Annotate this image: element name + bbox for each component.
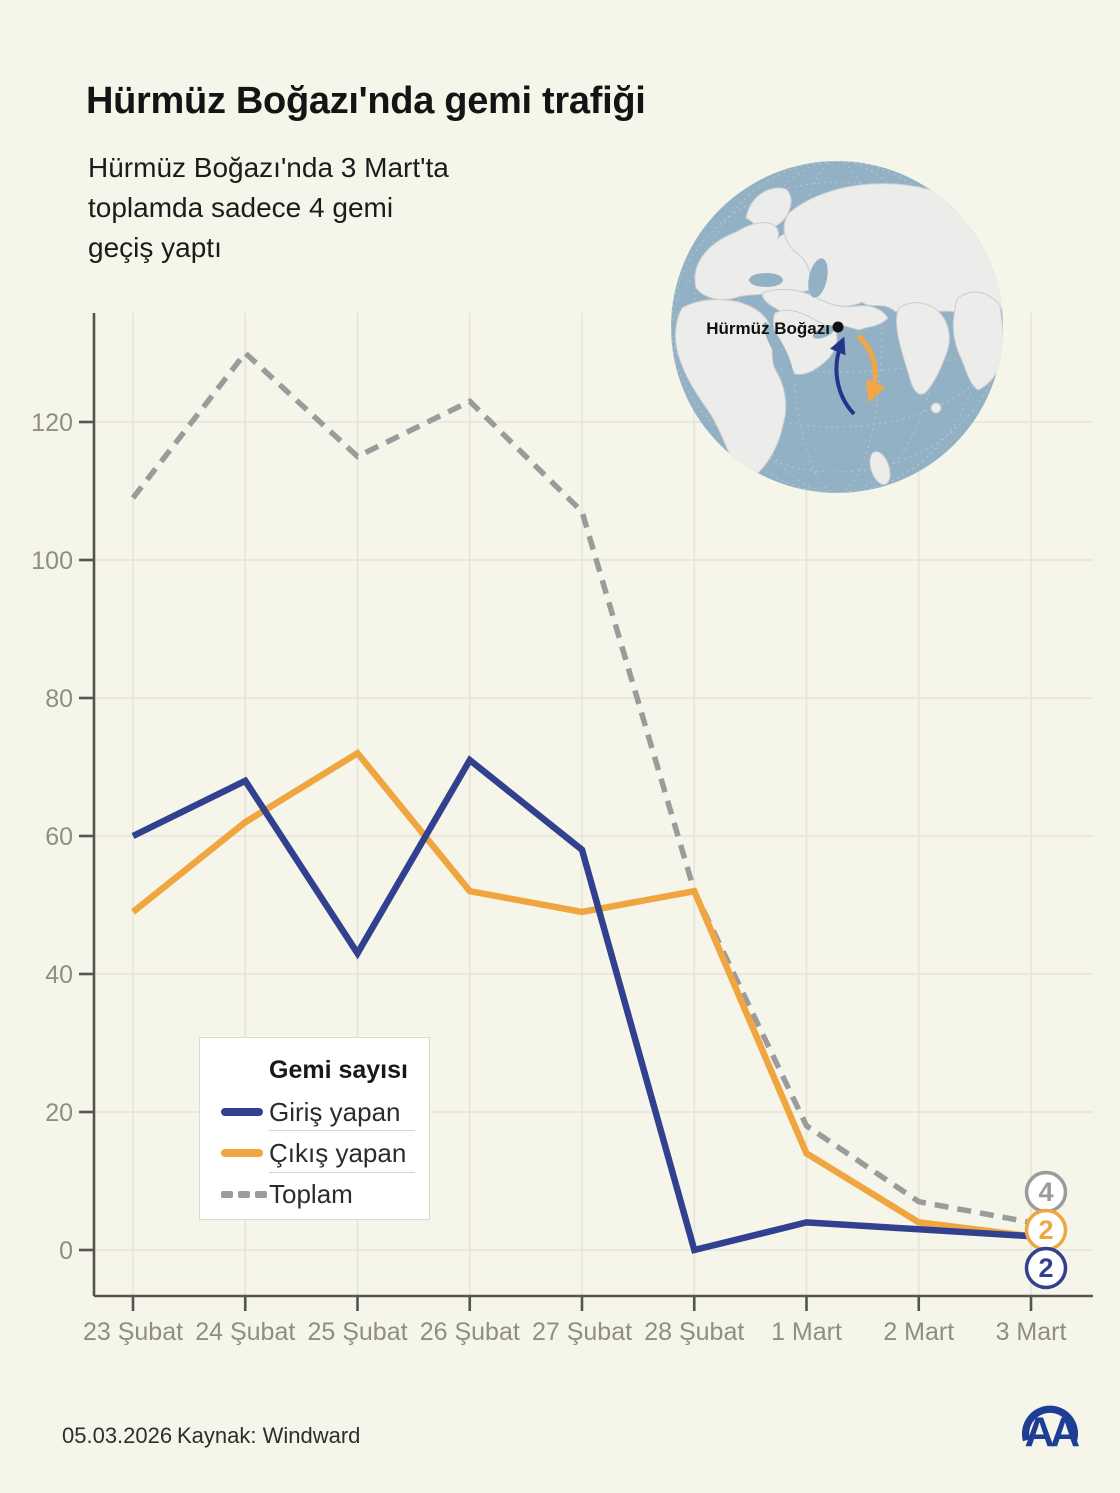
axes [79, 313, 1093, 1311]
x-tick-label: 28 Şubat [644, 1318, 744, 1346]
x-tick-label: 24 Şubat [195, 1318, 295, 1346]
toplam-dashed-swatch [221, 1191, 267, 1198]
y-tick-label: 60 [45, 823, 73, 851]
world-map: Hürmüz Boğazı [671, 161, 1003, 493]
y-tick-label: 80 [45, 685, 73, 713]
x-tick-label: 1 Mart [771, 1318, 842, 1346]
series-line-çıkış-yapan [130, 748, 1032, 1240]
y-tick-label: 0 [59, 1237, 73, 1265]
y-tick-label: 120 [31, 409, 73, 437]
series-line-giriş-yapan [131, 755, 1032, 1254]
legend-item-toplam: Toplam [200, 1178, 429, 1210]
end-value-text: 2 [1038, 1215, 1053, 1245]
x-tick-label: 27 Şubat [532, 1318, 632, 1346]
aa-logo-arc-icon [1022, 1405, 1078, 1442]
x-tick-label: 2 Mart [883, 1318, 954, 1346]
end-value-badge: 2 [1024, 1208, 1068, 1252]
end-value-circle [1024, 1246, 1068, 1290]
legend-item-giris: Giriş yapan [200, 1096, 429, 1128]
entry-arrow-icon [830, 336, 856, 416]
legend-divider [269, 1130, 415, 1131]
legend-divider [269, 1172, 415, 1173]
end-value-text: 4 [1038, 1177, 1053, 1207]
legend-item-cikis: Çıkış yapan [200, 1137, 429, 1169]
y-tick-label: 20 [45, 1099, 73, 1127]
y-tick-label: 40 [45, 961, 73, 989]
end-value-text: 2 [1038, 1253, 1053, 1283]
footer-source: Kaynak: Windward [177, 1423, 361, 1448]
aa-logo-letters: AA [1024, 1409, 1079, 1456]
exit-arrow-icon [856, 334, 886, 403]
aa-logo: AA [1022, 1405, 1084, 1456]
x-tick-label: 26 Şubat [420, 1318, 520, 1346]
chart-legend: Gemi sayısı Giriş yapan Çıkış yapan Topl… [199, 1037, 430, 1220]
cikis-line-swatch [221, 1149, 263, 1157]
x-tick-label: 3 Mart [996, 1318, 1067, 1346]
end-value-badge: 4 [1024, 1170, 1068, 1214]
x-tick-label: 25 Şubat [307, 1318, 407, 1346]
x-tick-label: 23 Şubat [83, 1318, 183, 1346]
axis-labels: 0 20 40 60 80 100 120 23 Şubat 24 Şubat 25 Şubat 2… [31, 409, 1066, 1346]
page-subtitle: Hürmüz Boğazı'nda 3 Mart'ta toplamda sad… [88, 152, 449, 263]
giris-line-swatch [221, 1108, 263, 1116]
legend-item-label: Giriş yapan [269, 1097, 401, 1127]
end-value-badge: 2 [1024, 1246, 1068, 1290]
footer-date: 05.03.2026 [62, 1423, 173, 1448]
y-tick-label: 100 [31, 547, 73, 575]
globe-inland-seas [749, 258, 836, 374]
page-title: Hürmüz Boğazı'nda gemi trafiği [86, 80, 646, 122]
legend-item-label: Çıkış yapan [269, 1138, 407, 1168]
map-label: Hürmüz Boğazı [706, 319, 830, 338]
legend-item-label: Toplam [269, 1179, 353, 1209]
strait-dot [832, 321, 844, 333]
legend-title: Gemi sayısı [269, 1056, 408, 1084]
series-line-toplam [130, 348, 1032, 1226]
